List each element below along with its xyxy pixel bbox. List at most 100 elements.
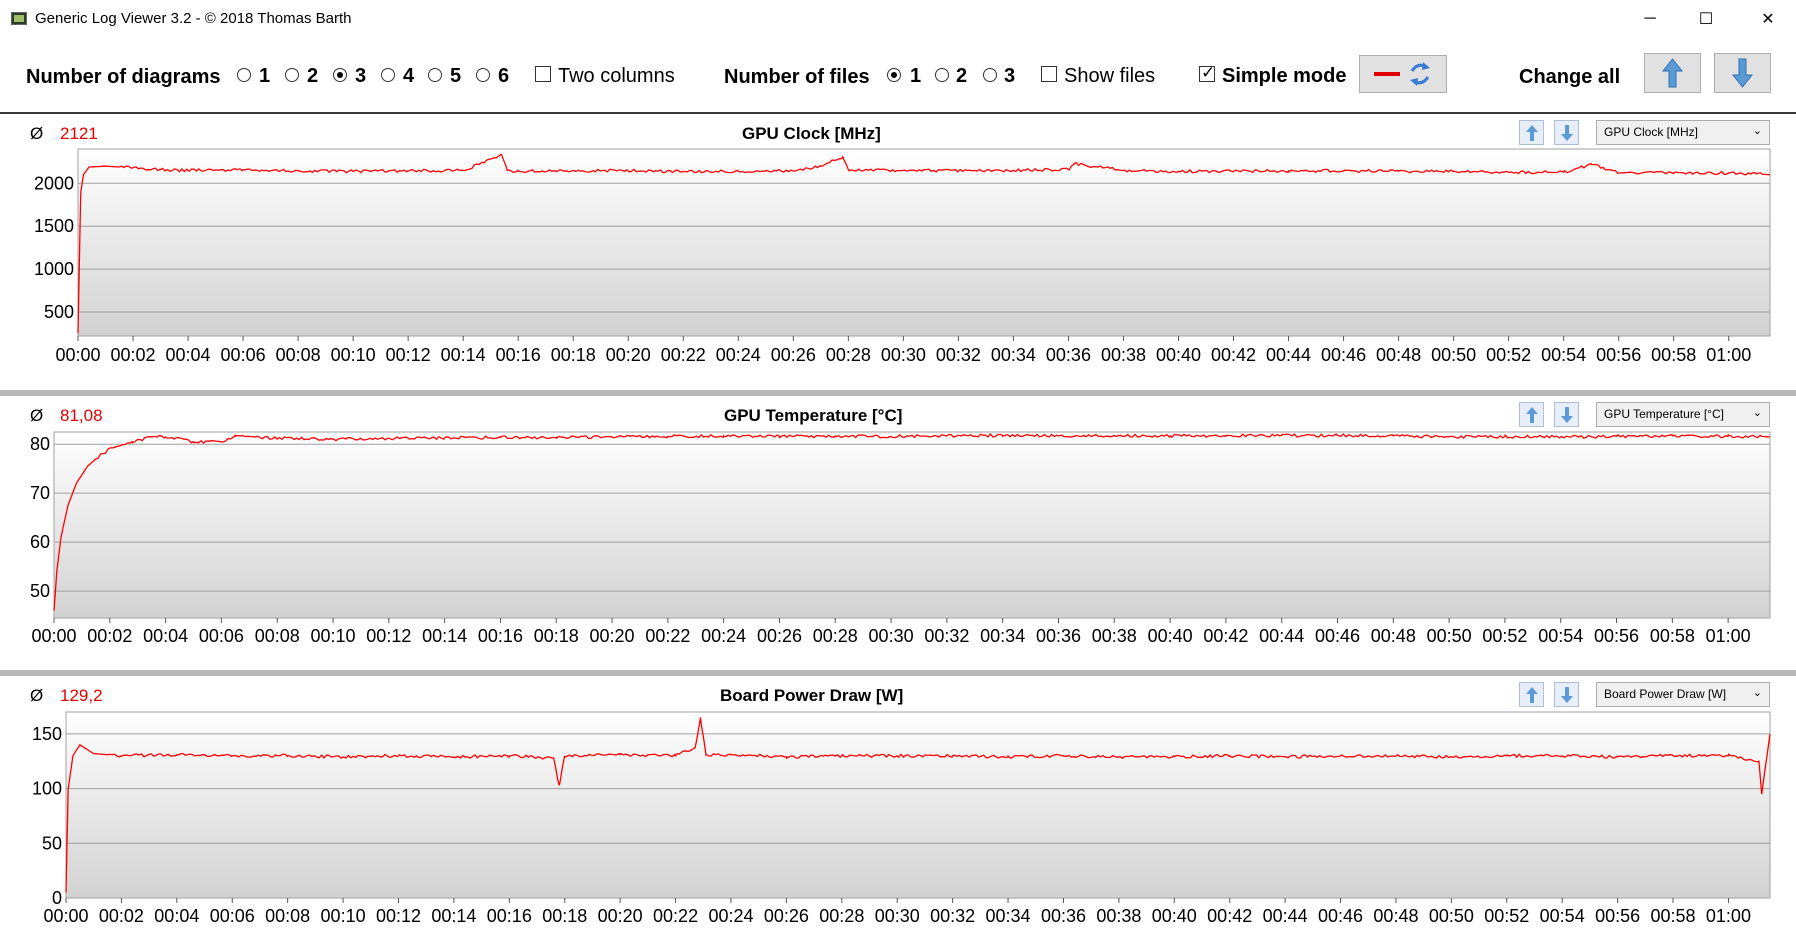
x-tick-label: 00:12 — [366, 626, 411, 646]
diagrams-radio-5-label[interactable]: 5 — [450, 65, 462, 87]
files-radio-1-label[interactable]: 1 — [910, 65, 922, 87]
line-style-button[interactable] — [1359, 55, 1447, 93]
arrow-up-icon — [1525, 124, 1538, 141]
refresh-icon — [1410, 62, 1430, 86]
diagrams-radio-6[interactable] — [476, 68, 490, 82]
arrow-down-icon — [1731, 58, 1754, 88]
x-tick-label: 00:38 — [1101, 345, 1146, 365]
diagrams-radio-4-label[interactable]: 4 — [403, 65, 415, 87]
two-columns-checkbox[interactable] — [535, 66, 551, 82]
move-up-button[interactable] — [1519, 682, 1544, 707]
diagrams-radio-3[interactable] — [333, 68, 347, 82]
close-button[interactable]: ✕ — [1740, 0, 1796, 38]
y-tick-label: 2000 — [34, 173, 74, 193]
panel-separator[interactable] — [0, 670, 1796, 676]
x-tick-label: 00:58 — [1650, 626, 1695, 646]
channel-select[interactable]: GPU Temperature [°C] ⌄ — [1596, 402, 1770, 427]
two-columns-label[interactable]: Two columns — [558, 65, 675, 87]
diagrams-radio-2[interactable] — [285, 68, 299, 82]
chart-title: Board Power Draw [W] — [720, 686, 904, 705]
diagrams-radio-5[interactable] — [428, 68, 442, 82]
x-tick-label: 00:14 — [431, 906, 476, 926]
x-tick-label: 00:28 — [826, 345, 871, 365]
diagrams-radio-2-label[interactable]: 2 — [307, 65, 319, 87]
x-tick-label: 00:34 — [991, 345, 1036, 365]
chart-gpu-clock: 500 1000 1500 2000 00:00 00:02 00:04 00:06 00:08… — [34, 148, 1771, 365]
x-tick-label: 00:20 — [590, 626, 635, 646]
x-tick-label: 00:22 — [661, 345, 706, 365]
app-icon — [11, 12, 27, 25]
diagrams-radio-1-label[interactable]: 1 — [259, 65, 271, 87]
change-all-up-button[interactable] — [1644, 53, 1701, 93]
move-up-button[interactable] — [1519, 402, 1544, 427]
average-symbol: Ø — [30, 406, 44, 425]
x-tick-label: 00:40 — [1152, 906, 1197, 926]
channel-select[interactable]: Board Power Draw [W] ⌄ — [1596, 682, 1770, 707]
chevron-down-icon: ⌄ — [1752, 407, 1762, 419]
files-radio-2[interactable] — [935, 68, 949, 82]
channel-select[interactable]: GPU Clock [MHz] ⌄ — [1596, 120, 1770, 145]
change-all-down-button[interactable] — [1714, 53, 1771, 93]
chevron-down-icon: ⌄ — [1752, 687, 1762, 699]
x-tick-label: 00:44 — [1266, 345, 1311, 365]
files-radio-2-label[interactable]: 2 — [956, 65, 968, 87]
move-down-button[interactable] — [1554, 120, 1579, 145]
x-tick-label: 00:54 — [1540, 906, 1585, 926]
y-tick-label: 80 — [30, 434, 50, 454]
y-tick-label: 150 — [32, 724, 62, 744]
move-down-button[interactable] — [1554, 402, 1579, 427]
x-tick-label: 00:02 — [111, 345, 156, 365]
x-tick-label: 00:58 — [1651, 906, 1696, 926]
number-of-files-label: Number of files — [724, 66, 870, 88]
x-tick-label: 00:22 — [653, 906, 698, 926]
x-tick-label: 00:56 — [1595, 906, 1640, 926]
arrow-down-icon — [1560, 686, 1573, 703]
x-tick-label: 00:08 — [265, 906, 310, 926]
x-tick-label: 00:08 — [255, 626, 300, 646]
diagrams-radio-4[interactable] — [381, 68, 395, 82]
average-symbol: Ø — [30, 124, 44, 143]
x-tick-label: 00:32 — [930, 906, 975, 926]
diagrams-radio-1[interactable] — [237, 68, 251, 82]
x-tick-label: 00:26 — [757, 626, 802, 646]
x-tick-label: 00:42 — [1207, 906, 1252, 926]
x-tick-label: 00:46 — [1318, 906, 1363, 926]
diagrams-radio-3-label[interactable]: 3 — [355, 65, 367, 87]
maximize-button[interactable]: ☐ — [1678, 0, 1734, 38]
simple-mode-checkbox[interactable]: ✓ — [1199, 63, 1215, 82]
x-tick-label: 00:52 — [1486, 345, 1531, 365]
x-tick-label: 00:00 — [43, 906, 88, 926]
chart-panel-board-power: Ø 129,2 Board Power Draw [W] Board Power… — [0, 676, 1796, 952]
x-tick-label: 00:48 — [1376, 345, 1421, 365]
x-tick-label: 00:50 — [1429, 906, 1474, 926]
x-tick-label: 00:12 — [376, 906, 421, 926]
move-down-button[interactable] — [1554, 682, 1579, 707]
plot-area — [53, 431, 1771, 619]
x-tick-label: 00:06 — [221, 345, 266, 365]
x-tick-label: 00:40 — [1156, 345, 1201, 365]
minimize-button[interactable]: ─ — [1622, 0, 1678, 38]
panel-separator[interactable] — [0, 390, 1796, 396]
diagrams-radio-6-label[interactable]: 6 — [498, 65, 510, 87]
x-tick-label: 00:02 — [87, 626, 132, 646]
x-tick-label: 00:16 — [487, 906, 532, 926]
chart-panel-gpu-clock: Ø 2121 GPU Clock [MHz] GPU Clock [MHz] ⌄ … — [0, 114, 1796, 390]
x-tick-label: 00:04 — [166, 345, 211, 365]
x-tick-label: 00:14 — [441, 345, 486, 365]
show-files-label[interactable]: Show files — [1064, 65, 1156, 87]
y-tick-label: 1500 — [34, 216, 74, 236]
files-radio-3-label[interactable]: 3 — [1004, 65, 1016, 87]
x-tick-label: 00:00 — [55, 345, 100, 365]
x-tick-label: 00:48 — [1371, 626, 1416, 646]
files-radio-3[interactable] — [983, 68, 997, 82]
x-tick-label: 00:14 — [422, 626, 467, 646]
chart-board-power: 0 50 100 150 00:00 00:02 00:04 00:06 00:08 00:10 0… — [32, 711, 1771, 926]
x-tick-label: 00:24 — [716, 345, 761, 365]
x-tick-label: 00:24 — [701, 626, 746, 646]
plot-area — [65, 711, 1771, 899]
show-files-checkbox[interactable] — [1041, 66, 1057, 82]
files-radio-1[interactable] — [887, 68, 901, 82]
simple-mode-label[interactable]: Simple mode — [1222, 65, 1347, 87]
x-tick-label: 00:50 — [1431, 345, 1476, 365]
move-up-button[interactable] — [1519, 120, 1544, 145]
